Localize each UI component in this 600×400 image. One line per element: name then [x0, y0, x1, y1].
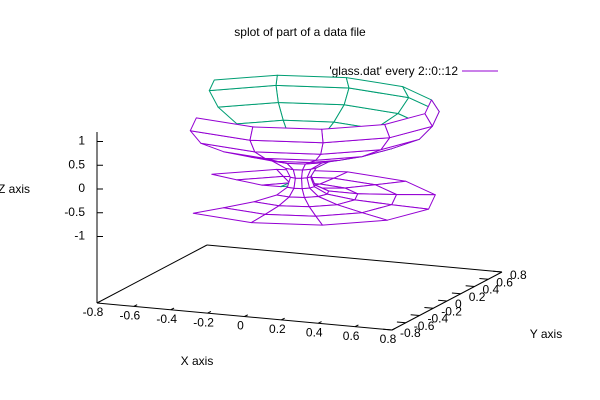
x-tick [133, 304, 138, 307]
y-tick [493, 270, 503, 273]
x-tick-label: 0.8 [380, 332, 397, 346]
y-axis-label: Y axis [530, 327, 562, 341]
surface-patch [208, 74, 278, 92]
surface-patch [275, 84, 350, 106]
y-tick-label: -0.6 [414, 319, 435, 333]
y-tick-label: -0.8 [400, 326, 421, 340]
z-tick-label: -0.5 [64, 205, 85, 219]
x-tick-label: -0.2 [193, 315, 214, 329]
y-tick [438, 299, 448, 302]
surface-patch [292, 169, 303, 179]
x-tick-label: 0.2 [269, 322, 286, 336]
x-axis-label: X axis [181, 354, 214, 368]
z-tick-label: 0.5 [68, 157, 85, 171]
z-tick-label: -1 [74, 229, 85, 243]
y-tick [465, 285, 475, 287]
chart-title: splot of part of a data file [234, 25, 366, 39]
y-tick-label: 0.4 [483, 283, 500, 297]
surface-patch [275, 74, 350, 89]
z-tick-label: 0 [78, 181, 85, 195]
x-tick [281, 317, 285, 321]
x-tick [170, 307, 175, 311]
y-tick [410, 314, 420, 316]
surface-patch [277, 102, 345, 123]
x-tick [244, 314, 249, 317]
x-tick-label: -0.6 [120, 309, 141, 323]
base-edge [96, 244, 208, 304]
x-tick-label: 0.6 [343, 329, 360, 343]
y-tick-label: 0 [455, 297, 462, 311]
x-tick-label: -0.8 [83, 305, 104, 319]
base-edge [206, 244, 503, 273]
y-tick [396, 321, 406, 324]
legend-label: 'glass.dat' every 2::0::12 [329, 64, 458, 78]
y-tick [451, 292, 461, 295]
y-tick-label: 0.2 [469, 290, 486, 304]
x-tick-label: 0 [237, 319, 244, 333]
z-axis-label: Z axis [0, 182, 30, 196]
y-tick [383, 328, 393, 331]
x-tick [354, 324, 359, 328]
x-tick [96, 300, 101, 304]
y-tick-label: -0.2 [441, 304, 462, 318]
x-tick-label: -0.4 [156, 312, 177, 326]
surface-patch [293, 177, 303, 190]
x-tick-label: 0.4 [306, 325, 323, 339]
y-tick-label: 0.6 [496, 275, 513, 289]
surface-patch [250, 213, 323, 226]
surface-patch [249, 126, 324, 144]
x-tick [318, 321, 322, 324]
x-tick [391, 327, 396, 331]
y-tick-label: -0.4 [428, 312, 449, 326]
y-tick [424, 306, 434, 309]
z-tick-label: 1 [78, 134, 85, 148]
y-tick [479, 277, 489, 280]
y-tick-label: 0.8 [510, 268, 527, 282]
x-tick [207, 310, 212, 314]
